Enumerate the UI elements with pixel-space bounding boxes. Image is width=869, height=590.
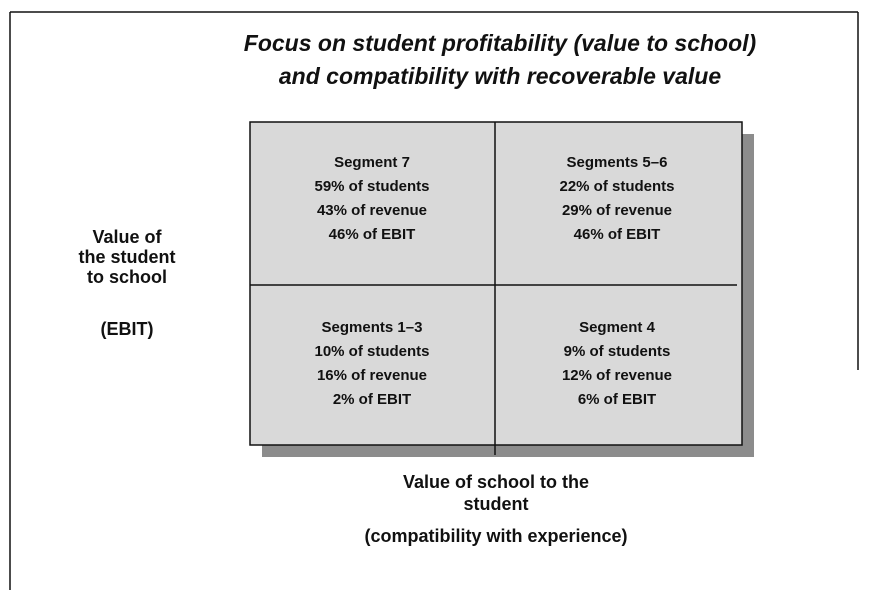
title-line: and compatibility with recoverable value — [279, 63, 721, 89]
quadrant-text: 2% of EBIT — [333, 391, 411, 408]
y-axis-label: the student — [79, 247, 176, 267]
y-axis-label: to school — [87, 267, 167, 287]
y-axis-label: Value of — [92, 227, 162, 247]
frame — [9, 11, 859, 590]
quadrant-text: 46% of EBIT — [329, 226, 416, 243]
quadrant-text: 6% of EBIT — [578, 391, 656, 408]
quadrant-text: 29% of revenue — [562, 202, 672, 219]
quadrant-text: 10% of students — [314, 343, 429, 360]
quadrant-text: 9% of students — [564, 343, 671, 360]
quadrant-text: Segment 4 — [579, 319, 656, 336]
quadrant-text: 43% of revenue — [317, 202, 427, 219]
quadrant-text: Segment 7 — [334, 154, 410, 171]
quadrant-text: 46% of EBIT — [574, 226, 661, 243]
quadrant-text: 22% of students — [559, 178, 674, 195]
matrix — [249, 121, 743, 446]
quadrant-text: 59% of students — [314, 178, 429, 195]
x-axis-label: (compatibility with experience) — [364, 526, 627, 546]
quadrant-text: Segments 5–6 — [567, 154, 668, 171]
x-axis-label: student — [464, 494, 529, 514]
quadrant-text: Segments 1–3 — [322, 319, 423, 336]
y-axis-label: (EBIT) — [101, 319, 154, 339]
texts: Focus on student profitability (value to… — [79, 30, 757, 546]
quadrant-text: 16% of revenue — [317, 367, 427, 384]
quadrant-text: 12% of revenue — [562, 367, 672, 384]
x-axis-label: Value of school to the — [403, 472, 589, 492]
title-line: Focus on student profitability (value to… — [244, 30, 756, 56]
